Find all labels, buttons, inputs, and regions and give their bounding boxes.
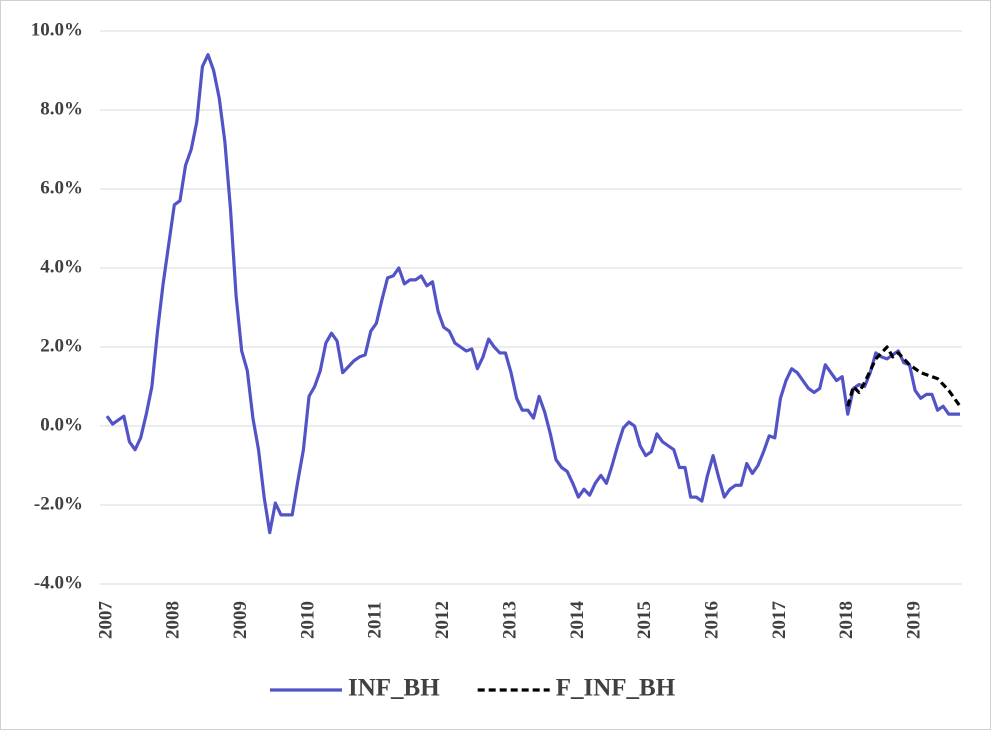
x-tick-label: 2009 (230, 601, 251, 639)
y-tick-label: -2.0% (34, 493, 83, 514)
x-tick-label: 2019 (903, 601, 924, 639)
series-line (846, 345, 962, 408)
x-tick-label: 2010 (297, 601, 318, 639)
x-tick-label: 2015 (634, 601, 655, 639)
y-tick-label: 8.0% (40, 98, 83, 119)
x-tick-label: 2017 (769, 601, 790, 640)
x-tick-label: 2011 (365, 602, 386, 639)
x-tick-label: 2007 (95, 601, 116, 640)
legend-label: INF_BH (348, 675, 440, 702)
series-line (105, 53, 960, 535)
y-tick-label: -4.0% (34, 572, 83, 593)
x-tick-label: 2012 (432, 601, 453, 639)
x-tick-label: 2014 (567, 601, 588, 640)
x-tick-label: 2008 (163, 601, 184, 639)
y-tick-label: 10.0% (31, 19, 83, 40)
legend-label: F_INF_BH (556, 675, 676, 702)
y-tick-label: 4.0% (40, 256, 83, 277)
x-tick-label: 2013 (499, 601, 520, 639)
x-tick-label: 2016 (701, 601, 722, 639)
y-tick-label: 0.0% (40, 414, 83, 435)
y-tick-label: 6.0% (40, 177, 83, 198)
x-tick-label: 2018 (836, 601, 857, 639)
y-tick-label: 2.0% (40, 335, 83, 356)
